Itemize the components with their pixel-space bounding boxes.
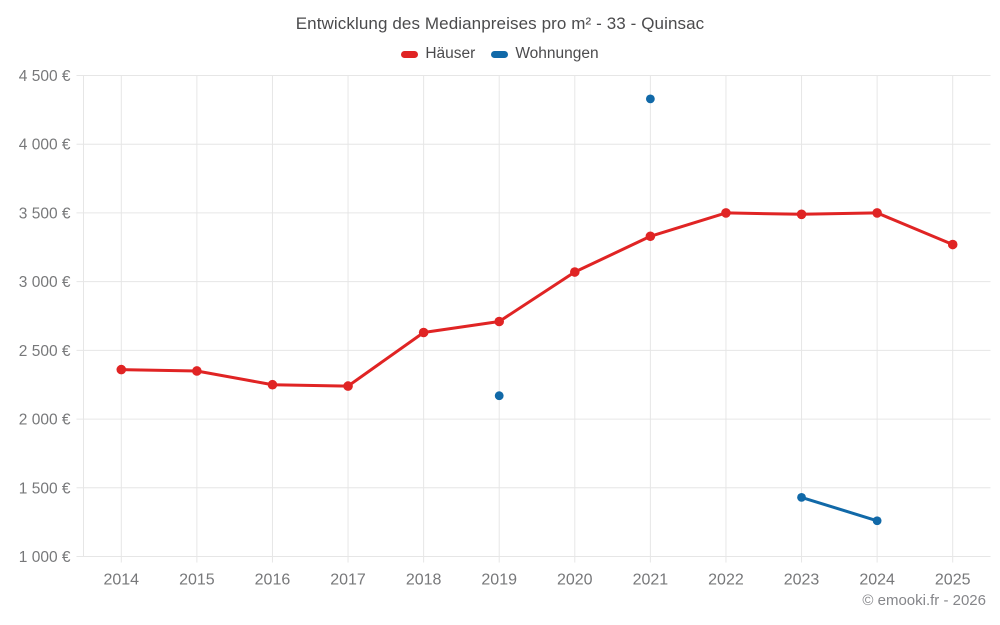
- legend-item-wohnungen[interactable]: Wohnungen: [491, 45, 599, 63]
- legend-swatch-haeuser: [401, 50, 419, 58]
- data-point[interactable]: [267, 379, 278, 390]
- x-axis-tick-label: 2020: [557, 572, 593, 589]
- x-axis-tick-label: 2014: [103, 572, 139, 589]
- x-axis-tick-label: 2023: [784, 572, 820, 589]
- x-axis-tick-label: 2025: [935, 572, 971, 589]
- data-point[interactable]: [418, 327, 429, 338]
- y-axis-tick-label: 4 000 €: [19, 137, 71, 154]
- y-axis-tick-label: 2 500 €: [19, 343, 71, 360]
- watermark: © emooki.fr - 2026: [862, 592, 986, 609]
- legend-item-haeuser[interactable]: Häuser: [401, 45, 475, 63]
- data-point[interactable]: [192, 366, 202, 376]
- y-axis-tick-label: 2 000 €: [19, 412, 71, 429]
- data-point[interactable]: [116, 364, 127, 375]
- data-point[interactable]: [947, 239, 958, 250]
- legend-label-wohnungen: Wohnungen: [515, 45, 599, 62]
- data-point[interactable]: [797, 493, 806, 502]
- y-axis-tick-label: 4 500 €: [19, 68, 71, 85]
- chart-title: Entwicklung des Medianpreises pro m² - 3…: [295, 14, 705, 33]
- data-point[interactable]: [343, 381, 353, 391]
- x-axis-tick-label: 2021: [633, 572, 669, 589]
- data-point[interactable]: [645, 94, 655, 104]
- y-axis-tick-label: 1 500 €: [19, 480, 71, 497]
- data-point[interactable]: [645, 231, 656, 242]
- legend-label-haeuser: Häuser: [425, 45, 476, 62]
- y-axis-tick-label: 1 000 €: [19, 549, 71, 566]
- x-axis-tick-label: 2015: [179, 572, 215, 589]
- x-axis-tick-label: 2019: [481, 572, 517, 589]
- data-point[interactable]: [494, 316, 505, 327]
- series-line-1: [800, 495, 879, 523]
- series-line-0: [119, 211, 955, 388]
- x-axis-tick-label: 2022: [708, 572, 744, 589]
- x-axis-tick-label: 2024: [859, 572, 895, 589]
- x-axis-tick-label: 2016: [255, 572, 291, 589]
- legend: Häuser Wohnungen: [0, 45, 1000, 63]
- x-axis-tick-label: 2018: [406, 572, 442, 589]
- x-axis-tick-label: 2017: [330, 572, 366, 589]
- y-axis-tick-label: 3 500 €: [19, 205, 71, 222]
- data-point[interactable]: [796, 209, 807, 220]
- data-point[interactable]: [872, 516, 882, 526]
- data-point[interactable]: [721, 208, 731, 218]
- data-point[interactable]: [569, 267, 580, 277]
- legend-swatch-wohnungen: [491, 50, 509, 58]
- y-axis-tick-label: 3 000 €: [19, 274, 71, 291]
- data-point[interactable]: [494, 391, 504, 401]
- data-point[interactable]: [872, 208, 882, 218]
